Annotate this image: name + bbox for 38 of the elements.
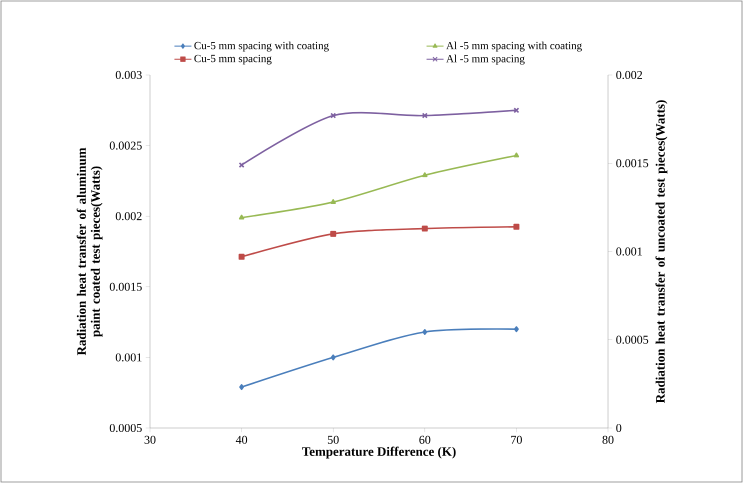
y-tick-label: 0.003: [116, 70, 142, 80]
x-tick-label: 50: [328, 436, 339, 444]
point: [422, 112, 428, 119]
point: [238, 254, 245, 260]
y-tick-label: 0.001: [116, 353, 142, 362]
x-axis-title: Temperature Difference (K): [302, 446, 456, 459]
point: [422, 172, 428, 178]
point: [514, 152, 520, 158]
legend-label: Cu-5 mm spacing with coating: [194, 42, 329, 52]
y-tick-label: 0.0015: [110, 282, 142, 291]
point: [330, 354, 336, 360]
y2-tick-label: 0.002: [616, 70, 642, 80]
point: [330, 199, 336, 204]
x-tick-label: 80: [602, 436, 614, 444]
x-tick-label: 60: [419, 436, 430, 444]
point: [422, 226, 428, 232]
y2-tick-label: 0: [616, 424, 622, 432]
y-tick-label: 0.002: [116, 212, 142, 220]
legend-label: Al -5 mm spacing: [446, 54, 525, 65]
y-axis-title: Radiation heat transfer of aluminum paint coated test pieces(Watts): [76, 148, 103, 356]
point: [239, 384, 244, 390]
y2-axis-title: Radiation heat transfer of uncoated test pieces(Watts): [655, 100, 668, 404]
point: [513, 224, 520, 230]
point: [514, 326, 519, 332]
y2-tick-label: 0.0005: [616, 336, 648, 344]
y2-tick-label: 0.0015: [616, 159, 648, 168]
point: [330, 230, 336, 237]
point: [238, 214, 244, 220]
point: [330, 112, 336, 119]
y-tick-label: 0.0025: [110, 142, 142, 150]
legend-label: Al -5 mm spacing with coating: [446, 42, 582, 52]
x-tick-label: 70: [511, 436, 522, 444]
x-tick-label: 40: [236, 436, 248, 444]
legend-label: Cu-5 mm spacing: [194, 54, 272, 64]
point: [422, 328, 428, 335]
y2-tick-label: 0.001: [616, 247, 642, 256]
y-tick-label: 0.0005: [110, 424, 142, 432]
x-tick-label: 30: [144, 436, 156, 444]
